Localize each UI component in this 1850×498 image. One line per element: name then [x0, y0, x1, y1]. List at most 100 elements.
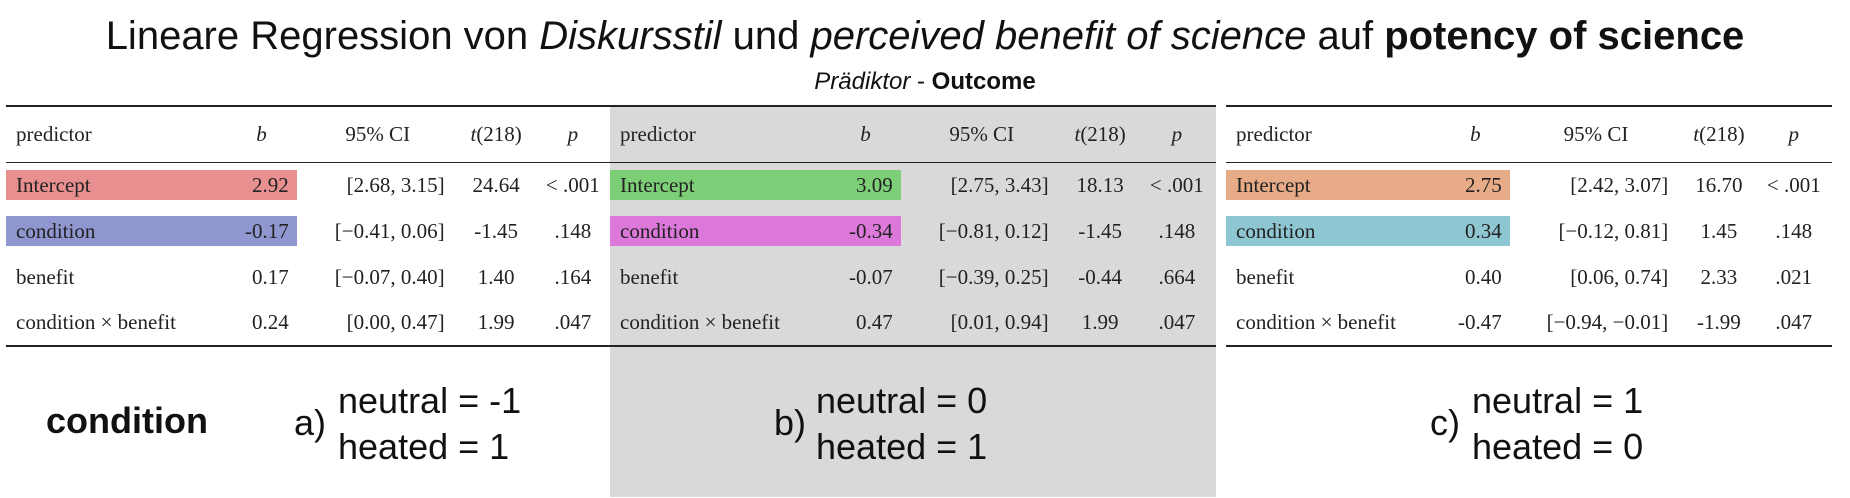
header-ci: 95% CI: [949, 121, 1015, 146]
b-cell: -0.47: [1458, 310, 1502, 334]
header-p: p: [567, 121, 579, 146]
header-p: p: [1171, 121, 1183, 146]
title-and: und: [721, 14, 811, 58]
ci-cell: [−0.81, 0.12]: [938, 218, 1049, 243]
header-b: b: [860, 121, 871, 146]
condition-label: condition: [46, 400, 208, 441]
table-row: Intercept 3.09 [2.75, 3.43] 18.13 < .001: [610, 162, 1216, 208]
p-cell: .047: [1775, 310, 1813, 334]
coding-neutral: neutral = 0: [816, 380, 988, 421]
p-cell: .664: [1158, 264, 1196, 289]
p-cell: < .001: [545, 172, 600, 197]
table-row: benefit 0.40 [0.06, 0.74] 2.33 .021: [1226, 254, 1832, 300]
header-predictor: predictor: [16, 121, 92, 146]
ci-cell: [0.00, 0.47]: [346, 310, 445, 334]
title-on: auf: [1306, 14, 1385, 58]
predictor-cell: benefit: [1236, 264, 1295, 289]
coding-lines: neutral = 1 heated = 0: [1472, 378, 1643, 470]
header-predictor: predictor: [620, 121, 696, 146]
header-ci: 95% CI: [345, 121, 411, 146]
table-header-row: predictor b 95% CI t(218) p: [610, 106, 1216, 162]
header-p: p: [1788, 121, 1800, 146]
header-predictor: predictor: [1236, 121, 1312, 146]
p-cell: < .001: [1766, 172, 1821, 197]
t-cell: 16.70: [1695, 172, 1743, 197]
predictor-cell: condition × benefit: [16, 310, 176, 334]
title-outcome: potency of science: [1384, 14, 1745, 58]
t-cell: -1.45: [474, 218, 519, 243]
t-cell: -0.44: [1078, 264, 1123, 289]
table-header-row: predictor b 95% CI t(218) p: [6, 106, 612, 162]
table-row: Intercept 2.92 [2.68, 3.15] 24.64 < .001: [6, 162, 612, 208]
p-cell: .148: [554, 218, 592, 243]
predictor-cell: benefit: [16, 264, 75, 289]
table-header-row: predictor b 95% CI t(218) p: [1226, 106, 1832, 162]
ci-cell: [−0.94, −0.01]: [1546, 310, 1669, 334]
b-cell: -0.34: [830, 208, 901, 254]
coding-letter: b): [774, 402, 807, 443]
table-row: condition -0.34 [−0.81, 0.12] -1.45 .148: [610, 208, 1216, 254]
predictor-cell: Intercept: [1226, 162, 1441, 208]
p-cell: .021: [1775, 264, 1813, 289]
t-cell: -1.45: [1078, 218, 1123, 243]
header-t: t(218): [470, 121, 522, 146]
header-t: t(218): [1074, 121, 1126, 146]
t-cell: 1.99: [477, 310, 515, 334]
t-cell: 1.99: [1081, 310, 1119, 334]
p-cell: .148: [1158, 218, 1196, 243]
b-cell: -0.17: [226, 208, 297, 254]
b-cell: 2.75: [1440, 162, 1510, 208]
coding-letter: c): [1430, 402, 1460, 443]
b-cell: 0.17: [252, 264, 289, 289]
header-ci: 95% CI: [1563, 121, 1629, 146]
ci-cell: [2.42, 3.07]: [1570, 172, 1669, 197]
regression-table-c: predictor b 95% CI t(218) p Intercept 2.…: [1226, 105, 1832, 347]
table-row: Intercept 2.75 [2.42, 3.07] 16.70 < .001: [1226, 162, 1832, 208]
b-cell: -0.07: [849, 264, 893, 289]
t-cell: 1.40: [477, 264, 515, 289]
t-cell: 18.13: [1076, 172, 1124, 197]
ci-cell: [2.68, 3.15]: [346, 172, 445, 197]
table-row: benefit -0.07 [−0.39, 0.25] -0.44 .664: [610, 254, 1216, 300]
b-cell: 0.47: [856, 310, 893, 334]
ci-cell: [0.01, 0.94]: [950, 310, 1049, 334]
t-cell: 24.64: [472, 172, 520, 197]
coding-heated: heated = 0: [1472, 426, 1644, 467]
p-cell: .047: [554, 310, 592, 334]
b-cell: 0.34: [1440, 208, 1510, 254]
p-cell: .047: [1158, 310, 1196, 334]
table-row: condition 0.34 [−0.12, 0.81] 1.45 .148: [1226, 208, 1832, 254]
table-row: condition × benefit 0.24 [0.00, 0.47] 1.…: [6, 300, 612, 346]
b-cell: 0.24: [252, 310, 289, 334]
header-b: b: [1470, 121, 1481, 146]
predictor-cell: Intercept: [6, 162, 227, 208]
subtitle-separator: -: [910, 68, 932, 95]
table-row: condition × benefit 0.47 [0.01, 0.94] 1.…: [610, 300, 1216, 346]
b-cell: 0.40: [1465, 264, 1502, 289]
header-t: t(218): [1693, 121, 1745, 146]
predictor-cell: Intercept: [610, 162, 831, 208]
b-cell: 3.09: [830, 162, 901, 208]
predictor-cell: condition × benefit: [620, 310, 780, 334]
ci-cell: [−0.12, 0.81]: [1558, 218, 1669, 243]
ci-cell: [2.75, 3.43]: [950, 172, 1049, 197]
regression-table-a: predictor b 95% CI t(218) p Intercept 2.…: [6, 105, 612, 347]
subtitle-predictor: Prädiktor: [814, 68, 911, 95]
title-prefix: Lineare Regression von: [105, 14, 540, 58]
regression-panel-c: predictor b 95% CI t(218) p Intercept 2.…: [1226, 105, 1832, 497]
regression-panel-b: predictor b 95% CI t(218) p Intercept 3.…: [610, 105, 1216, 497]
header-b: b: [256, 121, 267, 146]
coding-heated: heated = 1: [816, 426, 988, 467]
coding-heated: heated = 1: [338, 426, 510, 467]
p-cell: < .001: [1149, 172, 1204, 197]
table-row: benefit 0.17 [−0.07, 0.40] 1.40 .164: [6, 254, 612, 300]
figure-title: Lineare Regression von Diskursstil und p…: [0, 14, 1850, 59]
t-cell: -1.99: [1697, 310, 1741, 334]
figure-subtitle: Prädiktor - Outcome: [0, 68, 1850, 96]
predictor-cell: condition: [610, 208, 831, 254]
title-var-discourse-style: Diskursstil: [539, 14, 722, 58]
t-cell: 1.45: [1700, 218, 1738, 243]
predictor-cell: condition × benefit: [1236, 310, 1396, 334]
regression-panel-a: predictor b 95% CI t(218) p Intercept 2.…: [6, 105, 612, 497]
coding-letter: a): [294, 402, 327, 443]
